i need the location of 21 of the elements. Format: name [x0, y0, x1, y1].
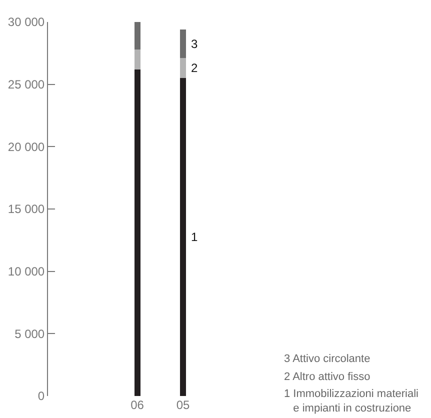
x-tick-label: 06: [130, 398, 144, 412]
text: 3 Attivo circolante: [284, 353, 370, 365]
bar: [134, 69, 140, 396]
y-tick-label: 0: [38, 389, 45, 404]
text: 1 Immobilizzazioni materiali e impianti in costruzione: [284, 388, 418, 414]
bar: [180, 78, 186, 396]
bar: [180, 29, 186, 58]
bar: [134, 49, 140, 70]
y-tick-label: 15 000: [8, 202, 45, 216]
annotation: 2: [191, 61, 198, 75]
annotation: 3: [191, 37, 198, 51]
x-tick-label: 05: [176, 398, 190, 412]
bar: [134, 22, 140, 50]
text: 2 Altro attivo fisso: [284, 371, 370, 383]
y-tick-label: 20 000: [8, 140, 45, 154]
y-tick-label: 30 000: [8, 15, 45, 30]
bar: [180, 58, 186, 78]
y-tick-label: 25 000: [8, 78, 45, 92]
y-tick-label: 5 000: [14, 326, 45, 341]
y-tick-label: 10 000: [8, 264, 45, 279]
annotation: 1: [191, 230, 198, 244]
